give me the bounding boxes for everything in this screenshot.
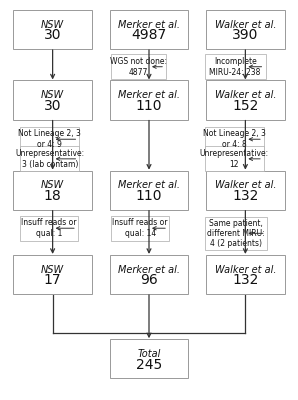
Text: Merker et al.: Merker et al. [118, 180, 180, 190]
FancyBboxPatch shape [13, 80, 92, 120]
FancyBboxPatch shape [206, 170, 285, 210]
FancyBboxPatch shape [205, 217, 267, 250]
Text: Merker et al.: Merker et al. [118, 20, 180, 30]
Text: 12: 12 [230, 160, 239, 169]
FancyBboxPatch shape [20, 127, 80, 152]
Text: or 4: 9: or 4: 9 [38, 140, 62, 149]
FancyBboxPatch shape [205, 127, 264, 152]
FancyBboxPatch shape [110, 339, 188, 378]
Text: 132: 132 [232, 189, 259, 203]
Text: different MIRU:: different MIRU: [207, 229, 265, 238]
FancyBboxPatch shape [13, 170, 92, 210]
FancyBboxPatch shape [110, 10, 188, 49]
Text: Total: Total [137, 349, 161, 359]
Text: 3 (lab contam): 3 (lab contam) [22, 160, 78, 169]
Text: 4987: 4987 [131, 28, 167, 42]
Text: 152: 152 [232, 99, 259, 113]
Text: MIRU-24: 238: MIRU-24: 238 [209, 68, 261, 77]
Text: Unrepresentative:: Unrepresentative: [15, 149, 84, 158]
Text: Not Lineage 2, 3: Not Lineage 2, 3 [18, 129, 81, 138]
FancyBboxPatch shape [206, 255, 285, 294]
Text: Merker et al.: Merker et al. [118, 264, 180, 274]
Text: 132: 132 [232, 274, 259, 288]
FancyBboxPatch shape [20, 216, 78, 240]
FancyBboxPatch shape [13, 255, 92, 294]
Text: 17: 17 [44, 274, 61, 288]
Text: NSW: NSW [41, 264, 64, 274]
FancyBboxPatch shape [110, 80, 188, 120]
Text: or 4: 8: or 4: 8 [222, 140, 247, 149]
Text: Merker et al.: Merker et al. [118, 90, 180, 100]
FancyBboxPatch shape [110, 170, 188, 210]
Text: Walker et al.: Walker et al. [215, 264, 276, 274]
Text: 30: 30 [44, 99, 61, 113]
FancyBboxPatch shape [13, 10, 92, 49]
Text: 30: 30 [44, 28, 61, 42]
Text: qual: 14: qual: 14 [125, 229, 156, 238]
Text: WGS not done:: WGS not done: [110, 57, 167, 66]
Text: Not Lineage 2, 3: Not Lineage 2, 3 [203, 129, 266, 138]
Text: NSW: NSW [41, 20, 64, 30]
Text: 96: 96 [140, 274, 158, 288]
FancyBboxPatch shape [20, 146, 80, 171]
FancyBboxPatch shape [206, 10, 285, 49]
FancyBboxPatch shape [111, 216, 169, 240]
Text: 390: 390 [232, 28, 259, 42]
FancyBboxPatch shape [206, 80, 285, 120]
Text: Walker et al.: Walker et al. [215, 180, 276, 190]
FancyBboxPatch shape [205, 146, 264, 171]
Text: 110: 110 [136, 99, 162, 113]
Text: Walker et al.: Walker et al. [215, 20, 276, 30]
Text: 4877: 4877 [129, 68, 148, 77]
Text: Walker et al.: Walker et al. [215, 90, 276, 100]
Text: 18: 18 [44, 189, 61, 203]
FancyBboxPatch shape [205, 54, 266, 79]
Text: Same patient,: Same patient, [209, 219, 263, 228]
Text: Unrepresentative:: Unrepresentative: [200, 149, 269, 158]
FancyBboxPatch shape [111, 54, 166, 79]
FancyBboxPatch shape [110, 255, 188, 294]
Text: 110: 110 [136, 189, 162, 203]
Text: NSW: NSW [41, 180, 64, 190]
Text: Incomplete: Incomplete [214, 57, 257, 66]
Text: Insuff reads or: Insuff reads or [112, 218, 168, 227]
Text: 4 (2 patients): 4 (2 patients) [210, 239, 262, 248]
Text: qual: 1: qual: 1 [36, 229, 62, 238]
Text: 245: 245 [136, 358, 162, 372]
Text: Insuff reads or: Insuff reads or [21, 218, 77, 227]
Text: NSW: NSW [41, 90, 64, 100]
